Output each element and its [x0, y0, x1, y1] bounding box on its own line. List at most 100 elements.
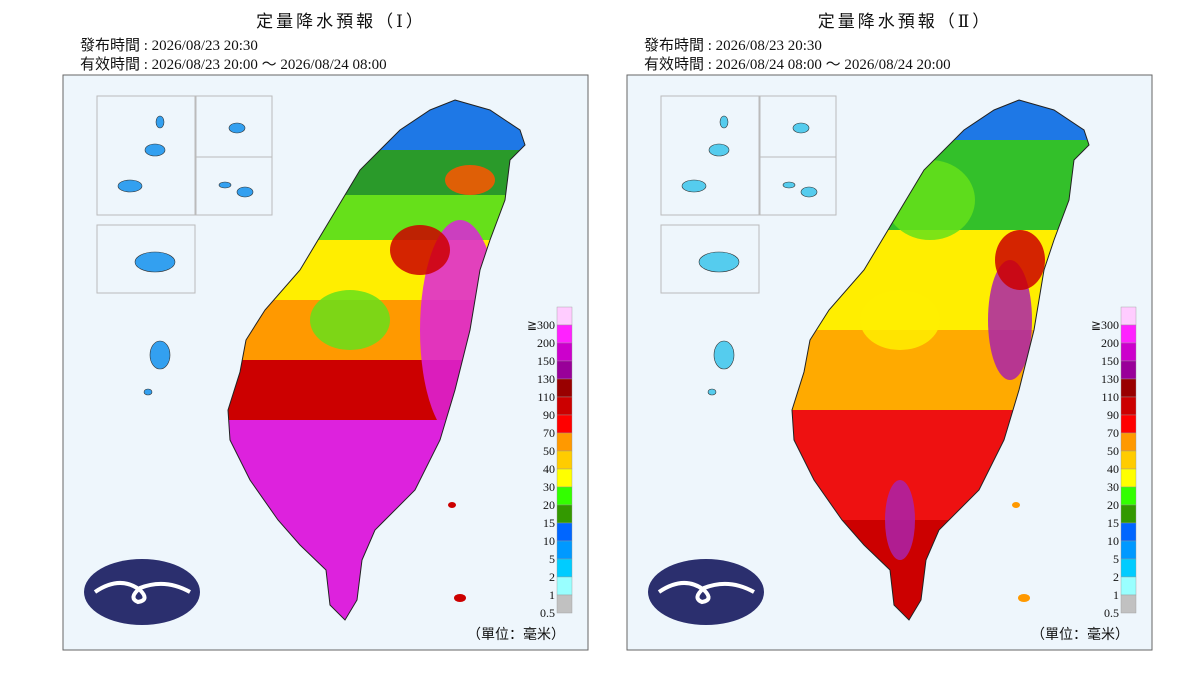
legend-swatch: [1120, 450, 1137, 470]
island: [1012, 502, 1020, 508]
legend-swatch: [556, 558, 573, 578]
island: [117, 179, 143, 193]
legend-swatch: [1120, 594, 1137, 614]
legend-label: 40: [543, 462, 555, 476]
valid-time: 有效時間 : 2026/08/24 08:00 ～ 2026/08/24 20:…: [644, 56, 951, 73]
legend-label: 90: [543, 408, 555, 422]
legend-label: 15: [543, 516, 555, 530]
island: [792, 122, 810, 134]
issue-time: 發布時間 : 2026/08/23 20:30: [80, 37, 258, 54]
legend-label: 130: [537, 372, 555, 386]
island: [448, 502, 456, 508]
legend-swatch: [556, 504, 573, 524]
island: [236, 186, 254, 198]
legend-swatch: [1120, 306, 1137, 326]
panel-title: 定量降水預報（Ⅱ）: [818, 12, 993, 31]
legend-swatch: [556, 540, 573, 560]
legend-label: 30: [543, 480, 555, 494]
legend-swatch: [1120, 396, 1137, 416]
legend-swatch: [556, 342, 573, 362]
legend-swatch: [556, 360, 573, 380]
legend-label: 20: [1107, 498, 1119, 512]
unit-label: （單位：毫米）: [467, 626, 565, 643]
legend-swatch: [556, 522, 573, 542]
island: [719, 115, 729, 129]
island: [454, 594, 466, 602]
legend-label: 130: [1101, 372, 1119, 386]
island: [707, 388, 717, 396]
legend-label: 10: [543, 534, 555, 548]
island: [713, 340, 735, 370]
taiwan-outline: [227, 99, 526, 621]
logo-swirl: [657, 581, 755, 605]
forecast-panel: 定量降水預報（Ⅱ） 發布時間 : 2026/08/23 20:30 有效時間 : 2…: [626, 12, 1153, 651]
island: [681, 179, 707, 193]
legend-swatch: [1120, 414, 1137, 434]
island: [800, 186, 818, 198]
panel-title: 定量降水預報（Ⅰ）: [256, 12, 426, 31]
issue-time: 發布時間 : 2026/08/23 20:30: [644, 37, 822, 54]
rain-area: [995, 230, 1045, 290]
legend-swatch: [556, 324, 573, 344]
legend-label: ≧300: [527, 318, 555, 332]
legend-label: 200: [1101, 336, 1119, 350]
legend-label: 20: [543, 498, 555, 512]
inset-box: [759, 156, 837, 216]
legend-label: 1: [1113, 588, 1119, 602]
island: [782, 181, 796, 189]
legend-label: 0.5: [540, 606, 555, 620]
forecast-panel: 定量降水預報（Ⅰ） 發布時間 : 2026/08/23 20:30 有效時間 : 2…: [62, 12, 589, 651]
island: [155, 115, 165, 129]
legend-swatch: [1120, 378, 1137, 398]
island: [1018, 594, 1030, 602]
legend-swatch: [556, 396, 573, 416]
legend-swatch: [1120, 576, 1137, 596]
legend-label: 150: [1101, 354, 1119, 368]
legend-swatch: [556, 378, 573, 398]
unit-label: （單位：毫米）: [1031, 626, 1129, 643]
inset-box: [660, 95, 760, 216]
inset-box: [195, 156, 273, 216]
legend-swatch: [556, 576, 573, 596]
legend-label: 2: [1113, 570, 1119, 584]
valid-time: 有效時間 : 2026/08/23 20:00 ～ 2026/08/24 08:…: [80, 56, 387, 73]
rain-area: [445, 165, 495, 195]
legend-swatch: [556, 486, 573, 506]
legend-swatch: [1120, 504, 1137, 524]
legend-swatch: [1120, 432, 1137, 452]
legend-label: 15: [1107, 516, 1119, 530]
legend-label: 10: [1107, 534, 1119, 548]
inset-box: [96, 95, 196, 216]
island: [698, 251, 740, 273]
legend-label: 0.5: [1104, 606, 1119, 620]
inset-box: [96, 224, 196, 294]
legend-label: 2: [549, 570, 555, 584]
legend-label: ≧300: [1091, 318, 1119, 332]
island: [144, 143, 166, 157]
legend-swatch: [1120, 486, 1137, 506]
legend-label: 5: [549, 552, 555, 566]
rain-area: [988, 260, 1032, 380]
island: [134, 251, 176, 273]
legend-swatch: [556, 414, 573, 434]
legend-label: 70: [543, 426, 555, 440]
island: [149, 340, 171, 370]
legend-swatch: [1120, 558, 1137, 578]
rain-area: [860, 290, 940, 350]
island: [708, 143, 730, 157]
legend-swatch: [1120, 360, 1137, 380]
legend-label: 5: [1113, 552, 1119, 566]
taiwan-outline: [791, 99, 1090, 621]
legend-swatch: [1120, 540, 1137, 560]
inset-box: [660, 224, 760, 294]
island: [228, 122, 246, 134]
legend-label: 110: [537, 390, 555, 404]
legend-swatch: [556, 432, 573, 452]
legend-label: 70: [1107, 426, 1119, 440]
legend-swatch: [1120, 522, 1137, 542]
legend-label: 200: [537, 336, 555, 350]
legend-swatch: [1120, 324, 1137, 344]
legend-swatch: [556, 450, 573, 470]
island: [143, 388, 153, 396]
legend-label: 40: [1107, 462, 1119, 476]
